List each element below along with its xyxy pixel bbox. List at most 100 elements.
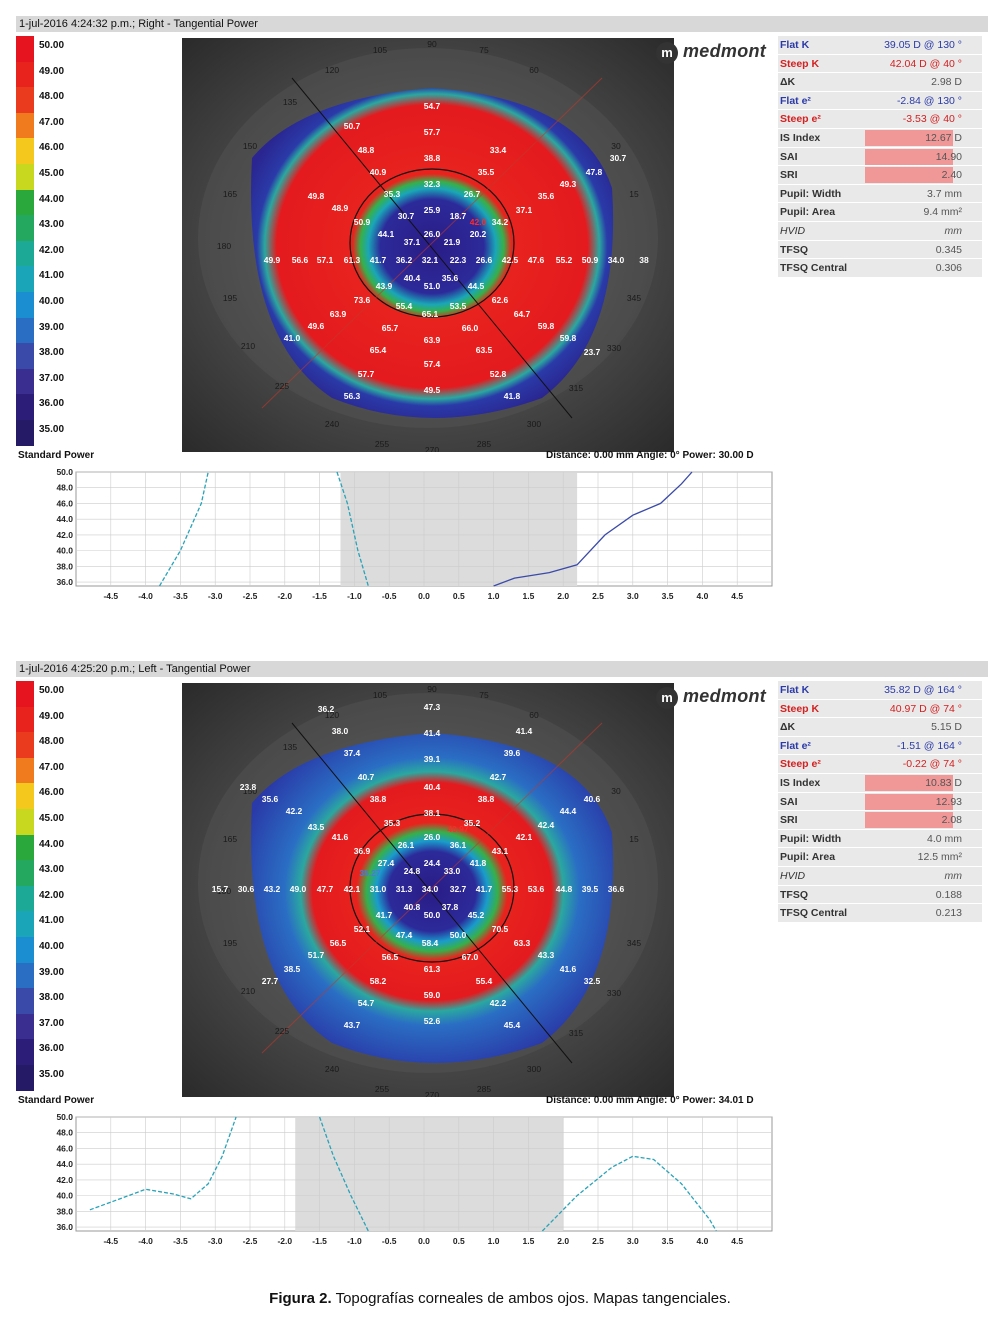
power-value-label: 47.4 bbox=[395, 930, 413, 940]
power-value-label: 36.1 bbox=[449, 840, 467, 850]
power-value-label: 41.8 bbox=[503, 391, 521, 401]
degree-label: 60 bbox=[529, 710, 539, 720]
scale-value: 36.00 bbox=[39, 398, 65, 410]
power-value-label: 43.3 bbox=[537, 950, 555, 960]
power-value-label: 38.8 bbox=[369, 794, 387, 804]
power-value-label: 34.0 bbox=[421, 884, 439, 894]
graph-svg: -4.5 -4.0 -3.5 -3.0 -2.5 -2.0 -1.5 -1.0 -0.5 0.0 0… bbox=[56, 1112, 773, 1246]
power-value-label: 55.3 bbox=[501, 884, 519, 894]
power-value-label: 41.7 bbox=[369, 255, 387, 265]
table-row: TFSQ Central 0.306 bbox=[778, 259, 982, 278]
power-value-label: 50.7 bbox=[343, 121, 361, 131]
power-value-label: 40.9 bbox=[369, 167, 387, 177]
panel-header: 1-jul-2016 4:25:20 p.m.; Left - Tangenti… bbox=[16, 661, 988, 677]
scale-swatch bbox=[16, 1013, 34, 1040]
topography-map[interactable]: 90 105 75 120 60 135 150 165 180 195 210 225 240 255 2… bbox=[182, 38, 674, 452]
topography-map[interactable]: 90 105 75 120 60 135 150 165 180 195 210 225 240 255 2… bbox=[182, 683, 674, 1097]
scale-row: 41.00 bbox=[16, 911, 81, 937]
scale-row: 41.00 bbox=[16, 266, 81, 292]
color-scale: 50.00 49.00 48.00 47.00 46.00 45.00 44.00 43.00… bbox=[16, 681, 81, 1091]
power-value-label: 55.4 bbox=[475, 976, 493, 986]
power-value-label: 41.4 bbox=[423, 728, 441, 738]
scale-row: 46.00 bbox=[16, 783, 81, 809]
scale-value: 42.00 bbox=[39, 244, 65, 256]
scale-row: 37.00 bbox=[16, 1013, 81, 1040]
table-row: SRI 2.40 bbox=[778, 166, 982, 185]
scale-value: 47.00 bbox=[39, 761, 65, 773]
power-value-label: 23.8 bbox=[239, 782, 257, 792]
power-value-label: 56.3 bbox=[343, 391, 361, 401]
power-value-label: 42.4 bbox=[537, 820, 555, 830]
power-value-label: 44.5 bbox=[467, 281, 485, 291]
degree-label: 345 bbox=[626, 938, 642, 948]
power-value-label: 45.4 bbox=[503, 1020, 521, 1030]
power-value-label: 38.0 bbox=[331, 726, 349, 736]
index-label: Pupil: Width bbox=[780, 832, 842, 845]
scale-value: 47.00 bbox=[39, 116, 65, 128]
power-value-label: 35.6 bbox=[441, 273, 459, 283]
power-value-label: 41.7 bbox=[375, 910, 393, 920]
scale-row: 44.00 bbox=[16, 189, 81, 216]
power-value-label: 54.7 bbox=[423, 101, 441, 111]
power-value-label: 41.6 bbox=[331, 832, 349, 842]
power-profile-line bbox=[493, 471, 693, 587]
power-value-label: 41.7 bbox=[475, 884, 493, 894]
scale-row: 48.00 bbox=[16, 87, 81, 113]
scale-row: 44.00 bbox=[16, 834, 81, 861]
index-label: Pupil: Width bbox=[780, 187, 842, 200]
index-label: Steep e² bbox=[780, 758, 821, 771]
power-value-label: 62.6 bbox=[491, 295, 509, 305]
power-value-label: 59.8 bbox=[559, 333, 577, 343]
scale-row: 39.00 bbox=[16, 317, 81, 344]
power-value-label: 56.5 bbox=[381, 952, 399, 962]
y-tick-label: 46.0 bbox=[56, 1143, 73, 1153]
power-value-label: 65.4 bbox=[369, 345, 387, 355]
power-value-label: 37.1 bbox=[403, 237, 421, 247]
caption-text: Topografías corneales de ambos ojos. Map… bbox=[331, 1290, 731, 1307]
table-row: Flat e² -2.84 @ 130 ° bbox=[778, 91, 982, 111]
scale-row: 35.00 bbox=[16, 1064, 81, 1091]
index-label: Flat e² bbox=[780, 94, 811, 107]
scale-swatch bbox=[16, 291, 34, 318]
power-value-label: 67.0 bbox=[461, 952, 479, 962]
index-value: -2.84 @ 130 ° bbox=[896, 94, 962, 107]
degree-label: 345 bbox=[626, 293, 642, 303]
degree-label: 240 bbox=[324, 419, 340, 429]
table-row: TFSQ Central 0.213 bbox=[778, 904, 982, 923]
scale-swatch bbox=[16, 681, 34, 707]
highlight-cell bbox=[865, 148, 953, 165]
degree-label: 165 bbox=[222, 189, 238, 199]
degree-label: 30 bbox=[611, 786, 621, 796]
degree-label: 330 bbox=[606, 343, 622, 353]
power-value-label: 73.6 bbox=[353, 295, 371, 305]
index-label: ΔK bbox=[780, 76, 796, 89]
distance-info: Distance: 0.00 mm Angle: 0° Power: 30.00… bbox=[546, 450, 754, 461]
index-label: Steep K bbox=[780, 57, 820, 70]
power-value-label: 38.8 bbox=[423, 153, 441, 163]
standard-power-label: Standard Power bbox=[18, 450, 95, 461]
brand-name: medmont bbox=[683, 41, 767, 61]
power-value-label: 40.6 bbox=[583, 794, 601, 804]
power-profile-line bbox=[541, 1155, 717, 1232]
scale-swatch bbox=[16, 61, 34, 88]
y-tick-label: 38.0 bbox=[56, 1206, 73, 1216]
power-value-label: 65.7 bbox=[381, 323, 399, 333]
index-label: Steep K bbox=[780, 702, 820, 715]
profile-graph[interactable]: -4.5 -4.0 -3.5 -3.0 -2.5 -2.0 -1.5 -1.0 -0.5 0.0 0… bbox=[16, 464, 776, 604]
graph-svg: -4.5 -4.0 -3.5 -3.0 -2.5 -2.0 -1.5 -1.0 -0.5 0.0 0… bbox=[56, 467, 773, 601]
profile-graph[interactable]: -4.5 -4.0 -3.5 -3.0 -2.5 -2.0 -1.5 -1.0 -0.5 0.0 0… bbox=[16, 1109, 776, 1249]
power-value-label: 70.5 bbox=[491, 924, 509, 934]
power-value-label: 63.5 bbox=[475, 345, 493, 355]
y-tick-label: 40.0 bbox=[56, 546, 73, 556]
power-value-label: 57.7 bbox=[423, 127, 441, 137]
x-tick-label: -2.5 bbox=[243, 1236, 258, 1246]
x-tick-label: 0.5 bbox=[453, 1236, 465, 1246]
flat-axis-line bbox=[291, 77, 573, 419]
x-tick-label: -2.5 bbox=[243, 591, 258, 601]
x-tick-label: 3.5 bbox=[662, 591, 674, 601]
power-value-label: 42.2 bbox=[489, 998, 507, 1008]
scale-row: 43.00 bbox=[16, 860, 81, 886]
index-value: 5.15 D bbox=[931, 721, 962, 734]
power-value-label: 40.8 bbox=[403, 902, 421, 912]
table-row: SRI 2.08 bbox=[778, 811, 982, 830]
